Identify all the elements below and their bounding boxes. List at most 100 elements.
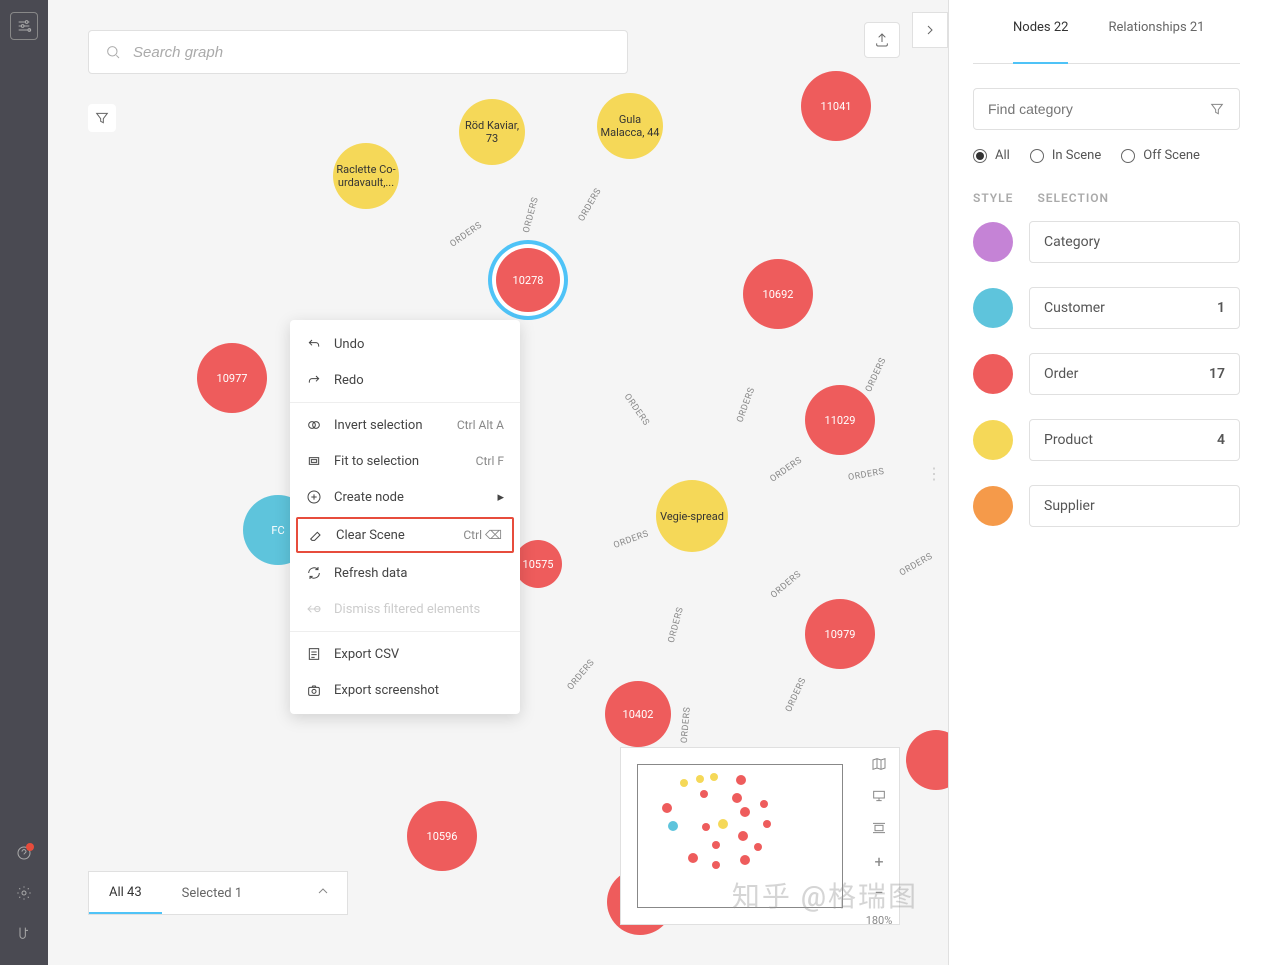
category-name: Product — [1044, 432, 1093, 448]
tabs-chevron-icon[interactable] — [299, 883, 347, 903]
eraser-icon — [308, 527, 324, 543]
category-box[interactable]: Product 4 — [1029, 419, 1240, 461]
menu-item-label: Dismiss filtered elements — [334, 602, 480, 617]
collapse-panel-button[interactable] — [912, 12, 948, 48]
header-selection: SELECTION — [1037, 191, 1109, 205]
tab-relationships[interactable]: Relationships 21 — [1108, 20, 1204, 47]
menu-shortcut: Ctrl F — [476, 454, 504, 468]
menu-item-export-csv[interactable]: Export CSV — [290, 636, 520, 672]
graph-node[interactable]: 10977 — [197, 343, 267, 413]
settings-icon[interactable] — [16, 885, 32, 905]
menu-item-clear-scene[interactable]: Clear SceneCtrl ⌫ — [296, 517, 514, 553]
graph-node[interactable]: 10692 — [743, 259, 813, 329]
refresh-icon — [306, 565, 322, 581]
menu-item-dismiss-filtered-elements: Dismiss filtered elements — [290, 591, 520, 627]
radio-off-scene[interactable]: Off Scene — [1121, 148, 1200, 163]
edge-label: ORDERS — [566, 658, 597, 693]
adjustments-icon[interactable] — [10, 12, 38, 40]
color-swatch[interactable] — [973, 486, 1013, 526]
camera-icon — [306, 682, 322, 698]
filter-icon[interactable] — [1209, 101, 1225, 117]
menu-item-export-screenshot[interactable]: Export screenshot — [290, 672, 520, 708]
color-swatch[interactable] — [973, 222, 1013, 262]
menu-item-redo[interactable]: Redo — [290, 362, 520, 398]
tab-nodes[interactable]: Nodes 22 — [1013, 20, 1068, 64]
search-input[interactable] — [133, 44, 611, 61]
graph-node[interactable]: 10596 — [407, 801, 477, 871]
mini-node — [718, 819, 728, 829]
edge-label: ORDERS — [769, 569, 804, 600]
category-count: 1 — [1217, 300, 1225, 316]
menu-item-label: Undo — [334, 337, 364, 352]
help-icon[interactable] — [16, 845, 32, 865]
chevron-right-icon: ▸ — [497, 490, 504, 505]
category-row: Category — [973, 221, 1240, 263]
edge-label: ORDERS — [680, 706, 693, 743]
menu-item-label: Create node — [334, 490, 404, 505]
radio-all[interactable]: All — [973, 148, 1010, 163]
left-sidebar — [0, 0, 48, 965]
color-swatch[interactable] — [973, 288, 1013, 328]
menu-shortcut: Ctrl Alt A — [457, 418, 504, 432]
graph-node[interactable]: Röd Kaviar, 73 — [459, 99, 525, 165]
mini-node — [738, 831, 748, 841]
edge-label: ORDERS — [898, 552, 935, 579]
tab-all[interactable]: All 43 — [89, 873, 162, 914]
context-menu: Undo Redo Invert selectionCtrl Alt AFit to… — [290, 320, 520, 714]
section-headers: STYLE SELECTION — [973, 191, 1240, 205]
category-box[interactable]: Supplier — [1029, 485, 1240, 527]
category-box[interactable]: Order17 — [1029, 353, 1240, 395]
graph-node[interactable]: 11041 — [801, 71, 871, 141]
graph-node[interactable]: 10278 — [496, 248, 560, 312]
mini-node — [668, 821, 678, 831]
category-count: 4 — [1217, 432, 1225, 448]
radio-in-scene[interactable]: In Scene — [1030, 148, 1101, 163]
category-name: Category — [1044, 234, 1100, 250]
edge-label: ORDERS — [522, 196, 541, 234]
edge-label: ORDERS — [864, 356, 889, 393]
menu-item-create-node[interactable]: Create node ▸ — [290, 479, 520, 515]
presentation-icon[interactable] — [871, 788, 887, 808]
color-swatch[interactable] — [973, 420, 1013, 460]
category-box[interactable]: Customer1 — [1029, 287, 1240, 329]
mini-node — [712, 861, 720, 869]
graph-node[interactable]: 10979 — [805, 599, 875, 669]
menu-divider — [290, 631, 520, 632]
graph-node[interactable]: 11029 — [805, 385, 875, 455]
menu-item-invert-selection[interactable]: Invert selectionCtrl Alt A — [290, 407, 520, 443]
menu-item-label: Clear Scene — [336, 528, 405, 543]
fit-screen-icon[interactable] — [871, 820, 887, 840]
zoom-in-button[interactable]: + — [874, 852, 883, 871]
zoom-level: 180% — [866, 914, 893, 927]
edge-label: ORDERS — [622, 392, 651, 428]
graph-node[interactable]: Raclette Co-urdavault,... — [333, 143, 399, 209]
map-view-icon[interactable] — [871, 756, 887, 776]
find-category-input[interactable] — [988, 101, 1199, 117]
graph-node[interactable]: Gula Malacca, 44 — [597, 93, 663, 159]
category-box[interactable]: Category — [1029, 221, 1240, 263]
category-row: Customer1 — [973, 287, 1240, 329]
zoom-controls: + − 180% — [859, 748, 899, 924]
filter-button[interactable] — [88, 104, 116, 132]
zoom-out-button[interactable]: − — [874, 883, 883, 902]
menu-item-fit-to-selection[interactable]: Fit to selectionCtrl F — [290, 443, 520, 479]
mini-node — [688, 853, 698, 863]
menu-item-undo[interactable]: Undo — [290, 326, 520, 362]
edge-label: ORDERS — [667, 606, 686, 644]
graph-node[interactable]: 10575 — [514, 540, 562, 588]
main-area: ORDERS ORDERS ORDERS ORDERS ORDERS ORDERS ORDE… — [48, 0, 948, 965]
upload-button[interactable] — [864, 22, 900, 58]
tab-selected[interactable]: Selected 1 — [162, 874, 262, 913]
color-swatch[interactable] — [973, 354, 1013, 394]
menu-item-refresh-data[interactable]: Refresh data — [290, 555, 520, 591]
logo-icon[interactable] — [16, 925, 32, 945]
mini-node — [736, 775, 746, 785]
search-bar — [88, 30, 628, 74]
edge-label: ORDERS — [768, 455, 804, 484]
mini-node — [710, 773, 718, 781]
graph-node[interactable]: 10402 — [605, 681, 671, 747]
graph-node[interactable]: Vegie-spread — [656, 480, 728, 552]
minimap[interactable] — [621, 748, 859, 924]
mini-node — [760, 800, 768, 808]
edge-label: ORDERS — [735, 386, 757, 424]
